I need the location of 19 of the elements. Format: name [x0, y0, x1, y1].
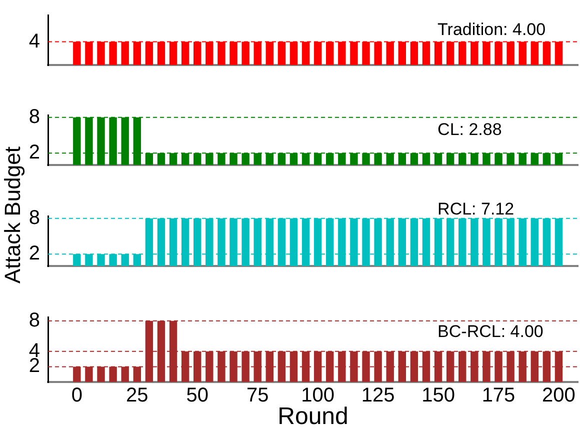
annotation: Tradition: 4.00	[438, 20, 546, 39]
x-tick-label: 0	[71, 384, 82, 407]
y-tick-label: 8	[28, 106, 40, 128]
annotation: RCL: 7.12	[438, 199, 514, 218]
y-tick-label: 2	[28, 242, 40, 265]
y-tick-label: 8	[28, 309, 40, 332]
annotation: CL: 2.88	[438, 120, 502, 139]
x-tick-label: 50	[186, 384, 208, 407]
y-tick-label: 8	[28, 206, 40, 229]
x-tick-label: 125	[361, 384, 395, 407]
x-tick-label: 200	[542, 384, 576, 407]
annotation: BC-RCL: 4.00	[438, 322, 544, 341]
y-tick-label: 2	[28, 142, 40, 164]
x-tick-label: 175	[482, 384, 516, 407]
y-tick-label: 4	[28, 30, 40, 52]
y-axis-title: Attack Budget	[0, 146, 26, 284]
x-tick-label: 150	[422, 384, 455, 407]
x-tick-label: 75	[246, 384, 269, 407]
x-tick-label: 25	[126, 384, 148, 407]
